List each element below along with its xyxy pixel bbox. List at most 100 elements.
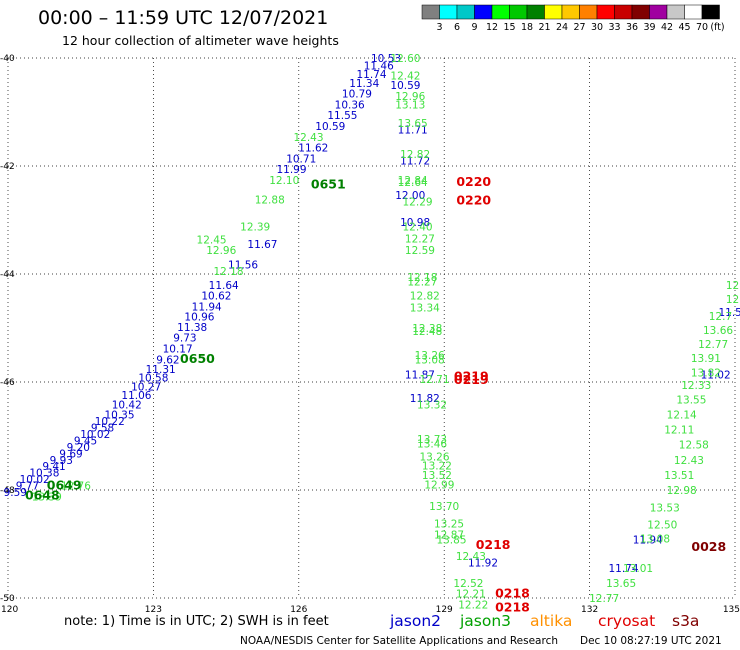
jason2-point: 10.98 [400, 217, 430, 229]
colorbar-label: 39 [643, 22, 655, 33]
jason3-point: 13.70 [429, 501, 459, 513]
grid-lines [7, 57, 736, 599]
colorbar-swatch [544, 4, 563, 20]
x-tick-label: 126 [290, 605, 307, 615]
jason2-point: 10.59 [390, 80, 420, 92]
colorbar-swatch [596, 4, 615, 20]
jason3-point: 12.71 [419, 374, 449, 386]
jason2-point: 10.58 [138, 373, 168, 385]
jason3-point: 13.53 [650, 502, 680, 514]
chart-subtitle: 12 hour collection of altimeter wave hei… [62, 33, 339, 48]
jason3-point: 12.82 [400, 149, 430, 161]
jason2-point: 11.5 [718, 307, 740, 319]
jason3-point: 13.46 [417, 439, 447, 451]
credit-text: NOAA/NESDIS Center for Satellite Applica… [240, 635, 558, 647]
colorbar-swatch [684, 4, 703, 20]
colorbar-unit: (ft) [710, 22, 724, 33]
jason3-point: 12.60 [390, 53, 420, 65]
jason3-point: 12.29 [403, 197, 433, 209]
jason2-point: 10.17 [163, 344, 193, 356]
colorbar-label: 30 [591, 22, 603, 33]
jason2-point: 9.58 [91, 422, 114, 434]
chart-title: 00:00 – 11:59 UTC 12/07/2021 [38, 7, 328, 29]
jason3-point: 13.91 [691, 353, 721, 365]
colorbar-swatch [491, 4, 510, 20]
pass-label: 0218 [495, 600, 530, 615]
jason3-point: 13.34 [410, 302, 440, 314]
legend-entry-jason3: jason3 [459, 612, 511, 630]
legend-entry-s3a: s3a [672, 612, 699, 630]
jason2-point: 11.34 [349, 78, 379, 90]
jason2-point: 12.00 [395, 190, 425, 202]
jason3-point: 12.82 [410, 291, 440, 303]
jason2-point: 11.02 [701, 369, 731, 381]
colorbar-swatch [509, 4, 528, 20]
jason3-point: 12.77 [589, 593, 619, 605]
y-tick-label: -40 [0, 54, 15, 64]
jason2-point: 10.27 [131, 381, 161, 393]
jason3-point: 12.43 [674, 455, 704, 467]
y-tick-label: -46 [0, 378, 15, 388]
x-tick-label: 123 [145, 605, 162, 615]
colorbar-label: 36 [626, 22, 638, 33]
jason2-point: 11.72 [400, 156, 430, 168]
jason3-point: 12.18 [213, 266, 243, 278]
pass-label: 0220 [456, 174, 491, 189]
jason2-point: 11.94 [633, 535, 663, 547]
jason3-point: 13.01 [623, 563, 653, 575]
jason2-point: 10.71 [286, 153, 316, 165]
pass-label: 0218 [476, 537, 511, 552]
colorbar-label: 70 [696, 22, 708, 33]
colorbar-swatch [456, 4, 475, 20]
jason3-point: 12.22 [458, 599, 488, 611]
jason3-point: 13.26 [419, 452, 449, 464]
pass-label: 0651 [311, 176, 346, 191]
jason2-point: 9.69 [59, 448, 82, 460]
jason2-point: 9.59 [4, 487, 27, 499]
jason3-point: 13.22 [422, 461, 452, 473]
x-axis-ticks: 120 123 126 129 132 135 [1, 605, 740, 615]
jason3-point: 12.52 [453, 578, 483, 590]
colorbar-swatch [579, 4, 598, 20]
jason3-point: 13.08 [640, 534, 670, 546]
colorbar-label: 9 [471, 22, 477, 33]
jason3-point: 12.96 [206, 245, 236, 257]
colorbar-label: 6 [454, 22, 460, 33]
jason2-point: 10.02 [20, 474, 50, 486]
jason3-point: 12.27 [405, 233, 435, 245]
jason2-point: 11.06 [121, 390, 151, 402]
jason2-point: 10.53 [371, 53, 401, 65]
x-tick-label: 129 [436, 605, 453, 615]
y-axis-ticks: -40 -42 -44 -46 -48 -50 [0, 54, 15, 604]
pass-label: 0220 [456, 192, 491, 207]
jason2-point: 11.94 [192, 301, 222, 313]
colorbar-label: 24 [556, 22, 568, 33]
wave-height-points: 9.599.7710.0210.389.419.939.699.209.4510… [4, 53, 740, 611]
jason3-point: 12.76 [61, 481, 91, 493]
jason3-point: 13.13 [395, 99, 425, 111]
jason3-point: 12.18 [407, 272, 437, 284]
jason2-point: 11.87 [405, 369, 435, 381]
jason3-point: 12.99 [424, 480, 454, 492]
jason3-point: 13.82 [691, 367, 721, 379]
colorbar-label: 15 [503, 22, 515, 33]
jason2-point: 9.20 [67, 442, 90, 454]
pass-label: 0028 [691, 539, 726, 554]
colorbar-swatch [421, 4, 440, 20]
jason2-point: 10.79 [342, 89, 372, 101]
jason2-point: 11.99 [276, 164, 306, 176]
jason2-point: 11.38 [177, 322, 207, 334]
jason3-point: 12.48 [412, 326, 442, 338]
colorbar-label: 21 [538, 22, 550, 33]
colorbar-label: 42 [661, 22, 673, 33]
colorbar-swatch [439, 4, 458, 20]
jason3-point: 13.26 [415, 350, 445, 362]
colorbar-swatch [649, 4, 668, 20]
y-tick-label: -48 [0, 486, 15, 496]
jason2-point: 10.36 [335, 99, 365, 111]
jason2-point: 10.59 [315, 121, 345, 133]
jason2-point: 9.45 [74, 435, 97, 447]
jason3-point: 13.85 [436, 535, 466, 547]
legend-entry-cryosat: cryosat [598, 612, 655, 630]
colorbar-swatch [631, 4, 650, 20]
